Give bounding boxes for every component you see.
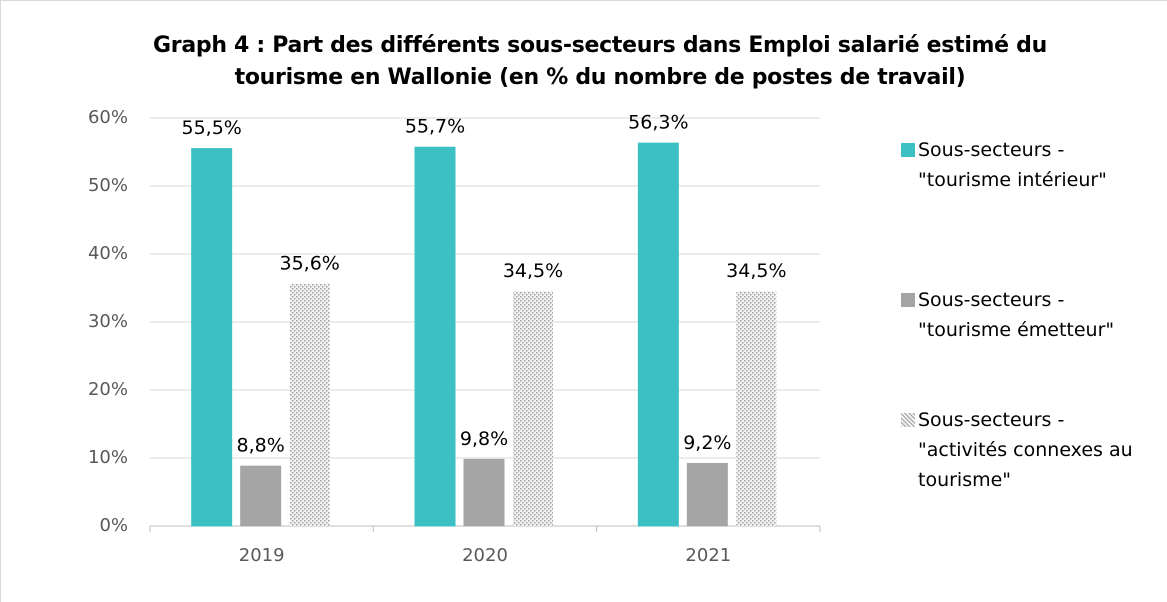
data-label: 55,5% bbox=[181, 117, 241, 139]
y-tick-label: 50% bbox=[88, 175, 128, 196]
legend-swatch bbox=[901, 293, 915, 307]
x-tick-label: 2019 bbox=[239, 545, 285, 566]
chart-title: Graph 4 : Part des différents sous-secte… bbox=[153, 33, 1047, 90]
legend-entry: Sous-secteurs - "activités connexes au t… bbox=[901, 405, 1153, 495]
bar bbox=[686, 462, 728, 527]
data-label: 34,5% bbox=[503, 260, 563, 282]
y-tick-label: 0% bbox=[99, 515, 128, 536]
y-tick-label: 10% bbox=[88, 447, 128, 468]
bar bbox=[191, 148, 233, 527]
data-label: 35,6% bbox=[279, 252, 339, 274]
bar bbox=[463, 458, 505, 527]
data-label: 8,8% bbox=[237, 435, 285, 457]
bar bbox=[289, 283, 330, 526]
x-tick-label: 2021 bbox=[685, 545, 731, 566]
legend-label: Sous-secteurs - "tourisme émetteur" bbox=[918, 289, 1115, 341]
legend-label: Sous-secteurs - "activités connexes au t… bbox=[918, 409, 1133, 491]
bar bbox=[240, 465, 282, 527]
data-label: 9,2% bbox=[683, 432, 731, 454]
bar bbox=[513, 291, 553, 526]
legend-entry: Sous-secteurs - "tourisme émetteur" bbox=[901, 285, 1153, 345]
y-tick-label: 60% bbox=[88, 107, 128, 128]
legend-label: Sous-secteurs - "tourisme intérieur" bbox=[918, 139, 1107, 191]
bar bbox=[736, 291, 777, 526]
y-tick-label: 40% bbox=[88, 243, 128, 264]
bar bbox=[414, 146, 456, 527]
data-label: 34,5% bbox=[726, 260, 786, 282]
legend-swatch bbox=[901, 143, 915, 157]
legend-swatch bbox=[901, 413, 915, 427]
bar bbox=[637, 142, 679, 527]
x-tick-label: 2020 bbox=[462, 545, 508, 566]
data-label: 56,3% bbox=[628, 112, 688, 134]
y-tick-label: 20% bbox=[88, 379, 128, 400]
legend-entry: Sous-secteurs - "tourisme intérieur" bbox=[901, 135, 1153, 195]
data-label: 55,7% bbox=[405, 116, 465, 138]
data-label: 9,8% bbox=[460, 428, 508, 450]
y-tick-label: 30% bbox=[88, 311, 128, 332]
